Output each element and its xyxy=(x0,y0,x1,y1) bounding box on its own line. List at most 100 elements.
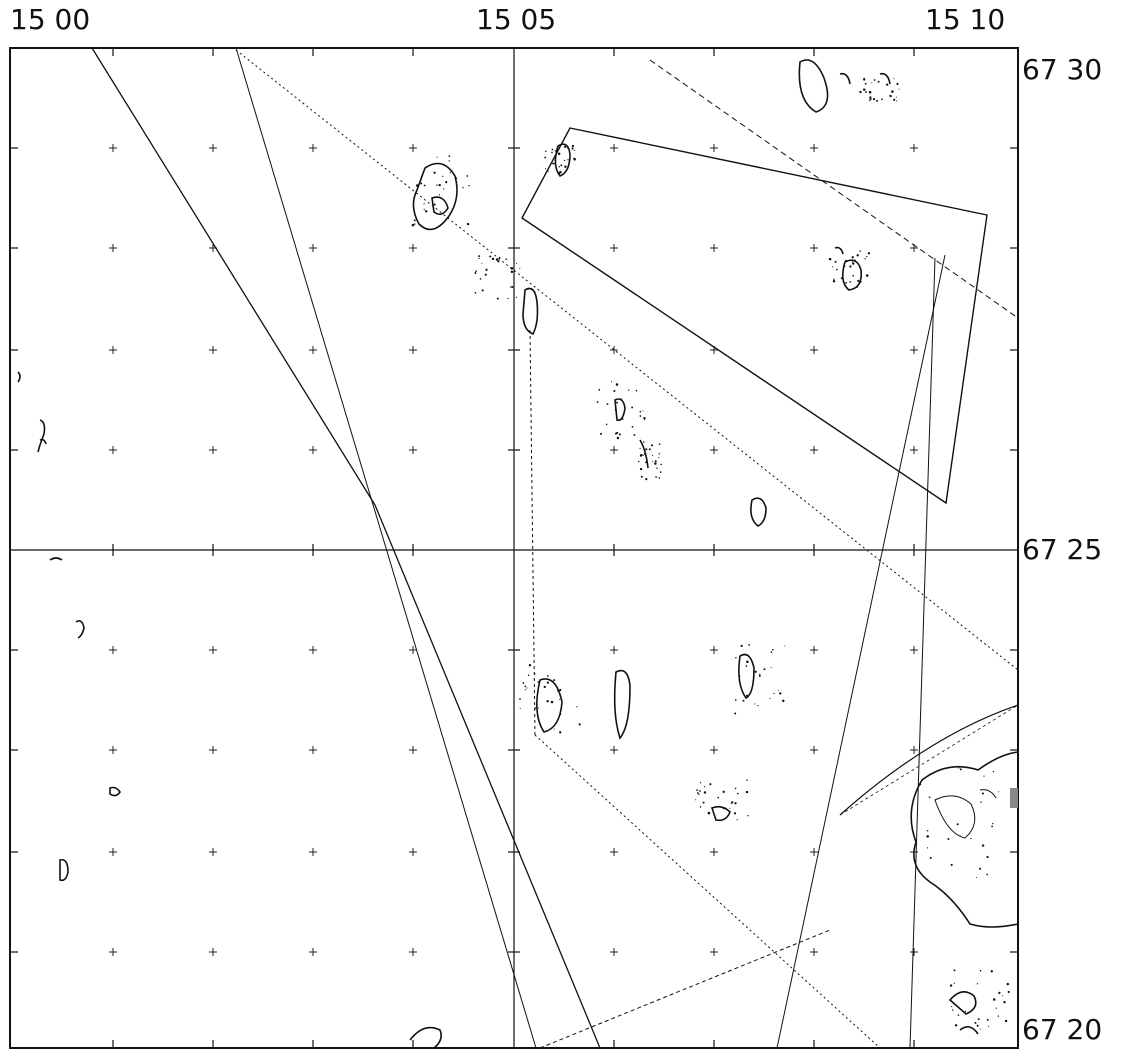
sounding-dot xyxy=(983,775,985,777)
sounding-dot xyxy=(782,699,785,703)
sounding-dot xyxy=(864,91,867,93)
sounding-dot xyxy=(970,837,972,840)
sounding-dot xyxy=(992,823,994,825)
sounding-dot xyxy=(834,260,837,263)
sounding-dot xyxy=(496,297,499,300)
sounding-dot xyxy=(736,792,739,795)
sounding-dot xyxy=(515,296,518,298)
sounding-dot xyxy=(864,82,867,85)
sounding-dot xyxy=(877,80,880,83)
sounding-dot xyxy=(643,453,646,455)
sounding-dot xyxy=(777,690,779,692)
sounding-dot xyxy=(779,692,782,695)
sounding-dot xyxy=(959,768,962,771)
sounding-dot xyxy=(652,454,654,456)
sounding-dot xyxy=(553,728,555,730)
sounding-dot xyxy=(621,418,624,420)
sounding-dot xyxy=(981,844,985,847)
sounding-dot xyxy=(481,289,484,292)
sounding-dot xyxy=(992,998,996,1001)
sounding-dot xyxy=(731,801,734,804)
sounding-dot xyxy=(546,675,549,677)
sounding-dot xyxy=(953,982,955,984)
sounding-dot xyxy=(979,867,982,870)
sounding-dot xyxy=(414,223,416,225)
sounding-dot xyxy=(475,270,477,272)
island-south-west xyxy=(536,678,563,733)
island-mid-east xyxy=(750,497,767,527)
sounding-dot xyxy=(415,184,419,187)
sounding-dot xyxy=(844,259,847,262)
sounding-dot xyxy=(696,789,698,791)
sounding-dot xyxy=(1007,990,1010,994)
sounding-dot xyxy=(865,274,869,277)
sounding-dot xyxy=(757,705,759,707)
sounding-dot xyxy=(950,863,953,866)
sounding-dot xyxy=(754,703,756,705)
sounding-dot xyxy=(889,95,891,97)
sounding-dot xyxy=(544,168,547,170)
sounding-dot xyxy=(573,158,576,161)
sounding-dot xyxy=(564,165,567,168)
sounding-dot xyxy=(497,260,500,263)
sounding-dot xyxy=(628,389,630,391)
sounding-dot xyxy=(551,148,554,151)
sounding-dot xyxy=(605,423,608,426)
sounding-dot xyxy=(872,98,876,101)
sounding-dot xyxy=(639,410,642,413)
sounding-dot xyxy=(650,444,654,447)
route-line-west-b xyxy=(235,47,537,1049)
islet-south xyxy=(711,805,731,822)
sounding-dot xyxy=(734,699,737,701)
islet-west-2 xyxy=(75,620,85,639)
sounding-dot xyxy=(491,257,495,261)
sounding-dot xyxy=(639,447,641,450)
sounding-dot xyxy=(895,96,897,98)
frame-tick-marks xyxy=(10,48,1018,1048)
sounding-dot xyxy=(510,286,512,288)
sounding-dot xyxy=(438,194,440,196)
sounding-dot xyxy=(425,210,428,213)
sounding-dot xyxy=(998,991,1001,995)
sounding-dot xyxy=(854,259,856,262)
sounding-dot xyxy=(738,680,741,683)
sounding-dot xyxy=(926,829,929,832)
sounding-dot xyxy=(546,699,549,703)
sounding-dot xyxy=(754,670,757,673)
sounding-dot xyxy=(526,687,528,689)
sounding-dot xyxy=(758,675,761,677)
sounding-dot xyxy=(554,150,557,152)
sounding-dot xyxy=(559,731,562,734)
sounding-dot xyxy=(851,256,854,259)
sounding-dot xyxy=(474,291,477,294)
sounding-dot xyxy=(534,707,537,709)
route-chord-east xyxy=(839,704,1019,816)
sounding-dot xyxy=(868,90,872,94)
islet-west-3 xyxy=(109,786,121,797)
route-line-southeast-dotted xyxy=(534,734,881,1049)
sounding-dot xyxy=(558,166,561,168)
sounding-dot xyxy=(859,250,861,252)
sounding-dot xyxy=(980,801,982,803)
sounding-dot xyxy=(563,145,567,149)
sounding-dot xyxy=(613,389,616,393)
sounding-dot xyxy=(654,462,657,465)
sounding-dot xyxy=(869,98,872,101)
sounding-dot xyxy=(654,460,657,463)
sounding-dot xyxy=(515,262,518,264)
sounding-dot xyxy=(510,270,514,274)
sounding-dot xyxy=(571,147,574,150)
sounding-dot xyxy=(620,398,622,400)
sounding-dot xyxy=(519,267,521,269)
sounding-dot xyxy=(734,712,737,715)
sounding-dot xyxy=(722,807,725,810)
sounding-dot xyxy=(729,807,731,809)
sounding-dot xyxy=(770,651,773,654)
coastline-east-marker xyxy=(1010,788,1018,808)
route-line-vertical-dashed xyxy=(529,329,536,736)
sounding-dot xyxy=(977,1018,980,1021)
sounding-dot xyxy=(869,99,871,102)
island-south-bottom xyxy=(409,1026,442,1049)
sounding-dot xyxy=(420,182,423,185)
sounding-dot xyxy=(953,969,956,972)
